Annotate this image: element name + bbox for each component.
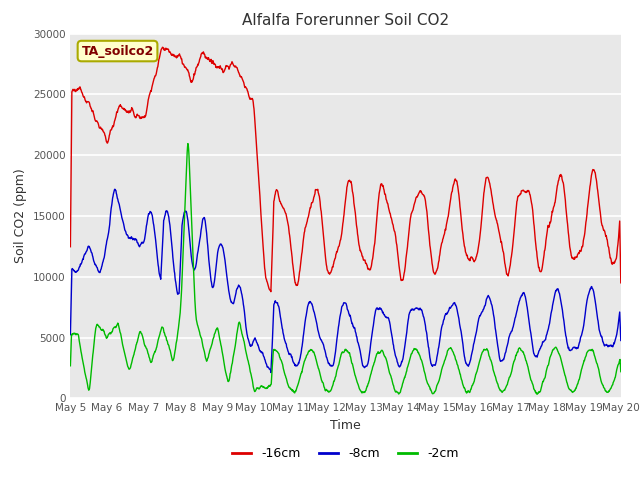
-8cm	[111, 186, 118, 192]
-16cm	[267, 289, 275, 295]
Line: -8cm: -8cm	[70, 189, 621, 372]
-2cm	[380, 352, 388, 358]
-2cm	[109, 326, 117, 332]
-16cm	[381, 189, 388, 195]
-2cm	[132, 346, 140, 352]
Legend: -16cm, -8cm, -2cm: -16cm, -8cm, -2cm	[227, 442, 464, 465]
-2cm	[534, 391, 541, 397]
Line: -16cm: -16cm	[70, 47, 621, 292]
-16cm	[67, 244, 74, 250]
-2cm	[617, 369, 625, 374]
-8cm	[312, 317, 320, 323]
-16cm	[159, 44, 166, 50]
-8cm	[67, 332, 74, 337]
-8cm	[267, 370, 275, 375]
Y-axis label: Soil CO2 (ppm): Soil CO2 (ppm)	[14, 168, 28, 264]
-8cm	[132, 236, 140, 242]
-2cm	[322, 388, 330, 394]
-16cm	[301, 228, 308, 234]
-16cm	[312, 187, 320, 192]
-8cm	[322, 352, 330, 358]
-8cm	[301, 323, 308, 328]
-2cm	[312, 356, 319, 361]
-16cm	[617, 280, 625, 286]
X-axis label: Time: Time	[330, 419, 361, 432]
-8cm	[381, 312, 388, 318]
-2cm	[184, 141, 192, 146]
-16cm	[132, 115, 140, 120]
-8cm	[109, 193, 117, 199]
Title: Alfalfa Forerunner Soil CO2: Alfalfa Forerunner Soil CO2	[242, 13, 449, 28]
Text: TA_soilco2: TA_soilco2	[81, 45, 154, 58]
Line: -2cm: -2cm	[70, 144, 621, 394]
-8cm	[617, 337, 625, 343]
-2cm	[67, 363, 74, 369]
-16cm	[109, 123, 117, 129]
-16cm	[322, 258, 330, 264]
-2cm	[300, 359, 308, 364]
